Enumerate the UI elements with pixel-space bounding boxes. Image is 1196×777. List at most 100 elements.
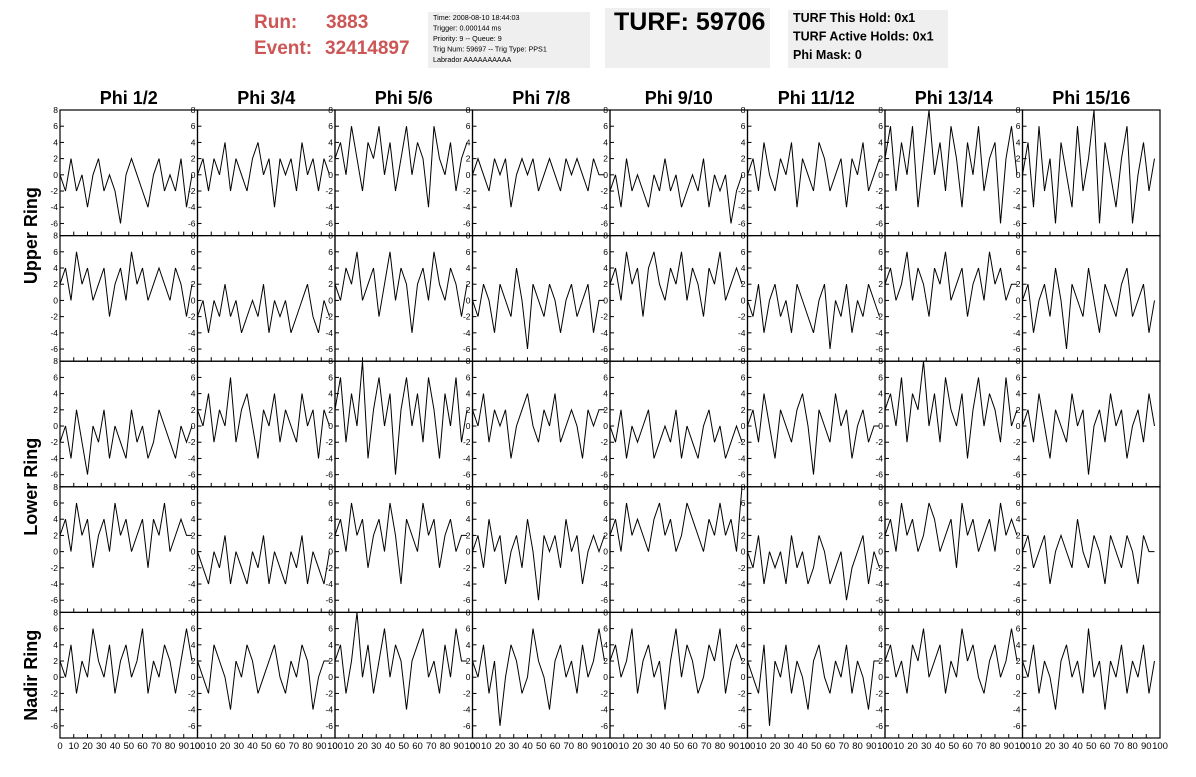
x-tick-label: 40 bbox=[1072, 741, 1083, 752]
y-tick-label: 8 bbox=[191, 231, 196, 241]
y-tick-label: -4 bbox=[1013, 579, 1021, 589]
row-label: Nadir Ring bbox=[21, 630, 41, 721]
y-tick-label: -6 bbox=[325, 721, 333, 731]
panel-frame bbox=[59, 611, 199, 739]
panel-frame bbox=[1021, 360, 1161, 488]
y-tick-label: -6 bbox=[738, 470, 746, 480]
y-tick-label: 0 bbox=[53, 295, 58, 305]
column-title: Phi 3/4 bbox=[237, 88, 295, 108]
y-tick-label: 8 bbox=[466, 105, 471, 115]
y-tick-label: 4 bbox=[1016, 263, 1021, 273]
y-tick-label: -6 bbox=[1013, 721, 1021, 731]
y-tick-label: 2 bbox=[466, 279, 471, 289]
y-tick-label: -6 bbox=[875, 595, 883, 605]
panel-frame bbox=[196, 611, 336, 739]
column-title: Phi 13/14 bbox=[915, 88, 993, 108]
y-tick-label: 6 bbox=[603, 121, 608, 131]
y-tick-label: -4 bbox=[463, 579, 471, 589]
y-tick-label: 2 bbox=[53, 279, 58, 289]
y-tick-label: 2 bbox=[741, 154, 746, 164]
y-tick-label: 4 bbox=[466, 389, 471, 399]
info-line: Time: 2008-08-10 18:44:03 bbox=[433, 13, 519, 22]
y-tick-label: -6 bbox=[463, 721, 471, 731]
y-tick-label: 2 bbox=[878, 405, 883, 415]
y-tick-label: -4 bbox=[738, 453, 746, 463]
y-tick-label: 6 bbox=[191, 372, 196, 382]
info-line: Labrador AAAAAAAAAA bbox=[433, 55, 512, 64]
waveform bbox=[747, 644, 880, 726]
y-tick-label: 6 bbox=[741, 372, 746, 382]
x-tick-label: 50 bbox=[398, 741, 409, 752]
x-tick-label: 40 bbox=[247, 741, 258, 752]
y-tick-label: 4 bbox=[1016, 640, 1021, 650]
x-tick-label: 100 bbox=[1015, 741, 1031, 752]
y-tick-label: 0 bbox=[191, 421, 196, 431]
y-tick-label: -4 bbox=[188, 705, 196, 715]
y-tick-label: -6 bbox=[738, 721, 746, 731]
y-tick-label: -2 bbox=[325, 312, 333, 322]
x-tick-label: 20 bbox=[770, 741, 781, 752]
y-tick-label: -6 bbox=[325, 595, 333, 605]
y-tick-label: 2 bbox=[741, 656, 746, 666]
y-tick-label: 0 bbox=[741, 672, 746, 682]
y-tick-label: -4 bbox=[1013, 328, 1021, 338]
y-tick-label: 6 bbox=[603, 498, 608, 508]
y-tick-label: -2 bbox=[738, 563, 746, 573]
x-tick-label: 50 bbox=[261, 741, 272, 752]
x-tick-label: 30 bbox=[1058, 741, 1069, 752]
y-tick-label: 8 bbox=[466, 607, 471, 617]
x-tick-label: 20 bbox=[632, 741, 643, 752]
y-tick-label: -4 bbox=[600, 579, 608, 589]
x-tick-label: 30 bbox=[921, 741, 932, 752]
y-tick-label: 8 bbox=[466, 231, 471, 241]
y-tick-label: 6 bbox=[878, 372, 883, 382]
y-tick-label: 8 bbox=[741, 482, 746, 492]
waveform bbox=[1022, 393, 1155, 475]
y-tick-label: 0 bbox=[878, 421, 883, 431]
y-tick-label: 2 bbox=[191, 405, 196, 415]
waveform bbox=[1022, 109, 1155, 224]
x-tick-label: 60 bbox=[962, 741, 973, 752]
y-tick-label: 0 bbox=[741, 547, 746, 557]
waveform bbox=[59, 502, 192, 568]
y-tick-label: -4 bbox=[875, 202, 883, 212]
x-tick-label: 20 bbox=[357, 741, 368, 752]
waveform bbox=[884, 251, 1017, 317]
info-line: Trig Num: 59697 -- Trig Type: PPS1 bbox=[433, 45, 547, 54]
y-tick-label: 4 bbox=[603, 137, 608, 147]
y-tick-label: 0 bbox=[328, 547, 333, 557]
y-tick-label: 6 bbox=[878, 121, 883, 131]
x-tick-label: 90 bbox=[1003, 741, 1014, 752]
y-tick-label: 6 bbox=[328, 372, 333, 382]
y-tick-label: 2 bbox=[328, 405, 333, 415]
y-tick-label: 2 bbox=[603, 154, 608, 164]
y-tick-label: -4 bbox=[1013, 705, 1021, 715]
y-tick-label: -2 bbox=[600, 312, 608, 322]
y-tick-label: 2 bbox=[328, 154, 333, 164]
x-tick-label: 70 bbox=[838, 741, 849, 752]
y-tick-label: -2 bbox=[875, 688, 883, 698]
x-tick-label: 90 bbox=[728, 741, 739, 752]
y-tick-label: 4 bbox=[191, 263, 196, 273]
x-tick-label: 60 bbox=[687, 741, 698, 752]
y-tick-label: 6 bbox=[191, 247, 196, 257]
y-tick-label: -4 bbox=[738, 579, 746, 589]
y-tick-label: 2 bbox=[466, 154, 471, 164]
panel-frame bbox=[334, 611, 474, 739]
y-tick-label: -6 bbox=[325, 470, 333, 480]
y-tick-label: -6 bbox=[875, 721, 883, 731]
x-tick-label: 30 bbox=[783, 741, 794, 752]
waveform bbox=[472, 267, 605, 350]
y-tick-label: 2 bbox=[741, 530, 746, 540]
waveform bbox=[334, 126, 468, 208]
x-tick-label: 100 bbox=[465, 741, 481, 752]
run-label: Run: bbox=[254, 12, 297, 33]
y-tick-label: 6 bbox=[466, 624, 471, 634]
y-tick-label: -2 bbox=[463, 437, 471, 447]
x-tick-label: 100 bbox=[740, 741, 756, 752]
x-tick-label: 90 bbox=[316, 741, 327, 752]
y-tick-label: -2 bbox=[50, 186, 58, 196]
panel-frame bbox=[471, 109, 611, 237]
